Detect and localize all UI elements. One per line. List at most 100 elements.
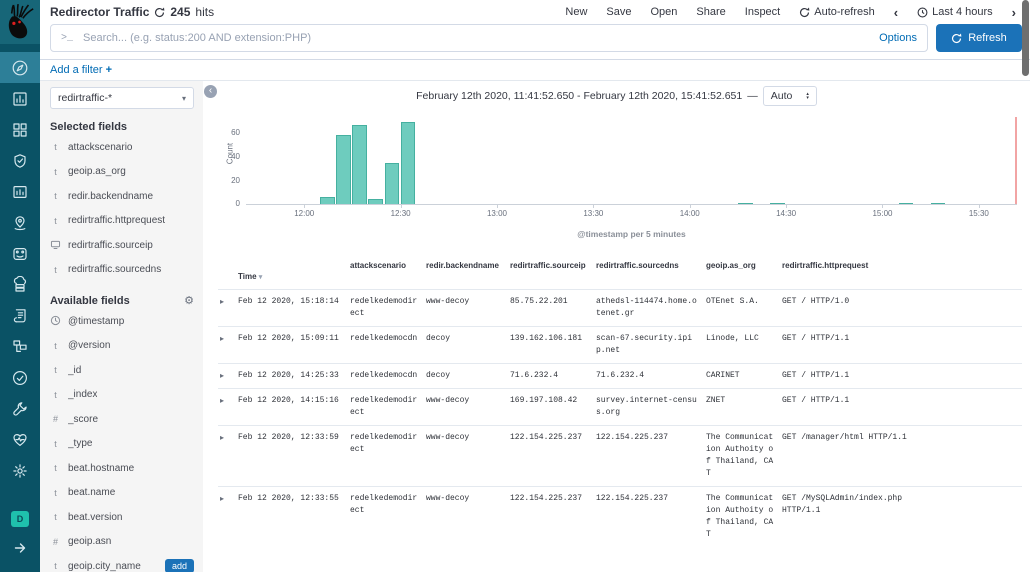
field-item-beat-hostname[interactable]: t beat.hostname xyxy=(50,456,194,481)
rail-item-maps[interactable] xyxy=(0,207,40,238)
column-header-redir-backendname[interactable]: redir.backendname xyxy=(426,261,499,270)
refresh-button[interactable]: Refresh xyxy=(936,24,1022,52)
field-item-attackscenario[interactable]: t attackscenario xyxy=(50,135,194,160)
field-item--version[interactable]: t @version xyxy=(50,334,194,359)
field-item--type[interactable]: t _type xyxy=(50,432,194,457)
cell-redir-backendname: www-decoy xyxy=(422,485,506,547)
menu-item-inspect[interactable]: Inspect xyxy=(744,6,781,18)
histogram-bar-14:15[interactable] xyxy=(737,202,753,204)
x-axis-tickmark xyxy=(786,204,788,208)
add-filter-link[interactable]: Add a filter + xyxy=(50,64,113,76)
field-settings-gear-icon[interactable]: ⚙ xyxy=(184,295,194,307)
menu-item-share[interactable]: Share xyxy=(696,6,726,18)
histogram-bar-12:10[interactable] xyxy=(336,134,352,204)
expand-row-icon[interactable]: ▸ xyxy=(218,325,234,363)
rail-item-dev-tools[interactable] xyxy=(0,393,40,424)
histogram-bar-15:05[interactable] xyxy=(898,202,914,204)
field-type-text-icon: t xyxy=(54,215,57,226)
cell-redirtraffic-httprequest: GET / HTTP/1.0 xyxy=(778,288,914,326)
menu-item-new[interactable]: New xyxy=(565,6,588,18)
column-header-redirtraffic-sourceip[interactable]: redirtraffic.sourceip xyxy=(510,261,586,270)
cell-filler xyxy=(914,387,1022,425)
field-item-geoip-as-org[interactable]: t geoip.as_org xyxy=(50,160,194,185)
histogram-bar-12:30[interactable] xyxy=(400,121,416,204)
histogram-bar-12:25[interactable] xyxy=(384,162,400,204)
rail-item-machine-learning[interactable] xyxy=(0,238,40,269)
reload-icon[interactable] xyxy=(154,7,165,18)
field-type-text-icon: t xyxy=(54,166,57,177)
field-item-redir-backendname[interactable]: t redir.backendname xyxy=(50,184,194,209)
histogram-bar-15:15[interactable] xyxy=(930,202,946,204)
cell-redirtraffic-sourceip: 169.197.108.42 xyxy=(506,387,592,425)
rail-item-apm[interactable] xyxy=(0,331,40,362)
field-item--id[interactable]: t _id xyxy=(50,358,194,383)
field-item-beat-name[interactable]: t beat.name xyxy=(50,481,194,506)
histogram-bar-14:25[interactable] xyxy=(770,202,785,204)
histogram-bar-12:15[interactable] xyxy=(352,125,368,204)
expand-row-icon[interactable]: ▸ xyxy=(218,288,234,326)
rail-item-uptime[interactable] xyxy=(0,362,40,393)
index-pattern-select[interactable]: redirtraffic-* ▾ xyxy=(50,87,194,109)
rail-item-infrastructure[interactable] xyxy=(0,269,40,300)
discover-icon xyxy=(12,60,28,75)
index-pattern-value: redirtraffic-* xyxy=(58,92,113,104)
column-header-geoip-as-org[interactable]: geoip.as_org xyxy=(706,261,756,270)
search-box[interactable]: >_ Options xyxy=(50,24,928,52)
rail-item-visualize[interactable] xyxy=(0,83,40,114)
cell-redir-backendname: decoy xyxy=(422,362,506,388)
expand-row-icon[interactable]: ▸ xyxy=(218,387,234,425)
field-item-beat-version[interactable]: t beat.version xyxy=(50,505,194,530)
cell-redirtraffic-httprequest: GET /manager/html HTTP/1.1 xyxy=(778,424,914,486)
field-item-geoip-city-name[interactable]: t geoip.city_name add xyxy=(50,554,194,572)
field-type-text-icon: t xyxy=(54,142,57,153)
rail-item-discover[interactable] xyxy=(0,52,40,83)
rail-item-dashboard[interactable] xyxy=(0,114,40,145)
cell-attackscenario: redelkedemodirect xyxy=(346,485,422,547)
expand-row-icon[interactable]: ▸ xyxy=(218,424,234,486)
rail-item-logs[interactable] xyxy=(0,300,40,331)
expand-nav-icon[interactable] xyxy=(13,541,27,560)
time-range-next-chevron-icon[interactable]: › xyxy=(1011,4,1016,20)
interval-select[interactable]: Auto ▴ ▾ xyxy=(762,86,817,106)
histogram-bar-12:20[interactable] xyxy=(368,199,384,204)
field-item-geoip-asn[interactable]: # geoip.asn xyxy=(50,530,194,555)
field-item-redirtraffic-sourceip[interactable]: redirtraffic.sourceip xyxy=(50,233,194,258)
expand-row-icon[interactable]: ▸ xyxy=(218,362,234,388)
menu-item-save[interactable]: Save xyxy=(606,6,632,18)
menu-item-auto-refresh[interactable]: Auto-refresh xyxy=(799,6,875,18)
rail-item-management[interactable] xyxy=(0,455,40,486)
menu-item-open[interactable]: Open xyxy=(650,6,678,18)
column-header-redirtraffic-httprequest[interactable]: redirtraffic.httprequest xyxy=(782,261,869,270)
column-header-time[interactable]: Time ▾ xyxy=(238,271,263,281)
scrollbar-thumb[interactable] xyxy=(1022,0,1029,76)
column-header-redirtraffic-sourcedns[interactable]: redirtraffic.sourcedns xyxy=(596,261,679,270)
field-item--score[interactable]: # _score xyxy=(50,407,194,432)
rail-item-monitoring[interactable] xyxy=(0,424,40,455)
rail-item-canvas[interactable] xyxy=(0,176,40,207)
collapse-sidebar-button[interactable]: ‹ xyxy=(204,85,217,98)
column-header-attackscenario[interactable]: attackscenario xyxy=(350,261,407,270)
rail-item-siem[interactable] xyxy=(0,145,40,176)
add-field-button[interactable]: add xyxy=(164,559,194,572)
time-range-prev-chevron-icon[interactable]: ‹ xyxy=(893,4,899,20)
x-axis-tickmark xyxy=(304,204,306,208)
field-item-redirtraffic-httprequest[interactable]: t redirtraffic.httprequest xyxy=(50,209,194,234)
field-item--index[interactable]: t _index xyxy=(50,383,194,408)
histogram-bar-12:05[interactable] xyxy=(320,196,336,204)
current-time-marker xyxy=(1015,117,1017,204)
x-axis-tick: 12:30 xyxy=(390,209,411,218)
filler-column-header xyxy=(914,247,1022,289)
options-link[interactable]: Options xyxy=(879,32,917,44)
x-axis-tickmark xyxy=(593,204,595,208)
canvas-icon xyxy=(13,185,27,198)
user-avatar[interactable]: D xyxy=(11,511,29,527)
redelk-deer-logo[interactable] xyxy=(0,0,40,44)
expand-row-icon[interactable]: ▸ xyxy=(218,485,234,547)
field-item-redirtraffic-sourcedns[interactable]: t redirtraffic.sourcedns xyxy=(50,258,194,283)
available-fields-header: Available fields xyxy=(50,294,130,307)
cell-redirtraffic-sourcedns: 71.6.232.4 xyxy=(592,362,702,388)
search-input[interactable] xyxy=(81,31,872,45)
cell-filler xyxy=(914,485,1022,547)
field-item--timestamp[interactable]: @timestamp xyxy=(50,309,194,334)
time-range-picker[interactable]: Last 4 hours xyxy=(917,6,993,18)
